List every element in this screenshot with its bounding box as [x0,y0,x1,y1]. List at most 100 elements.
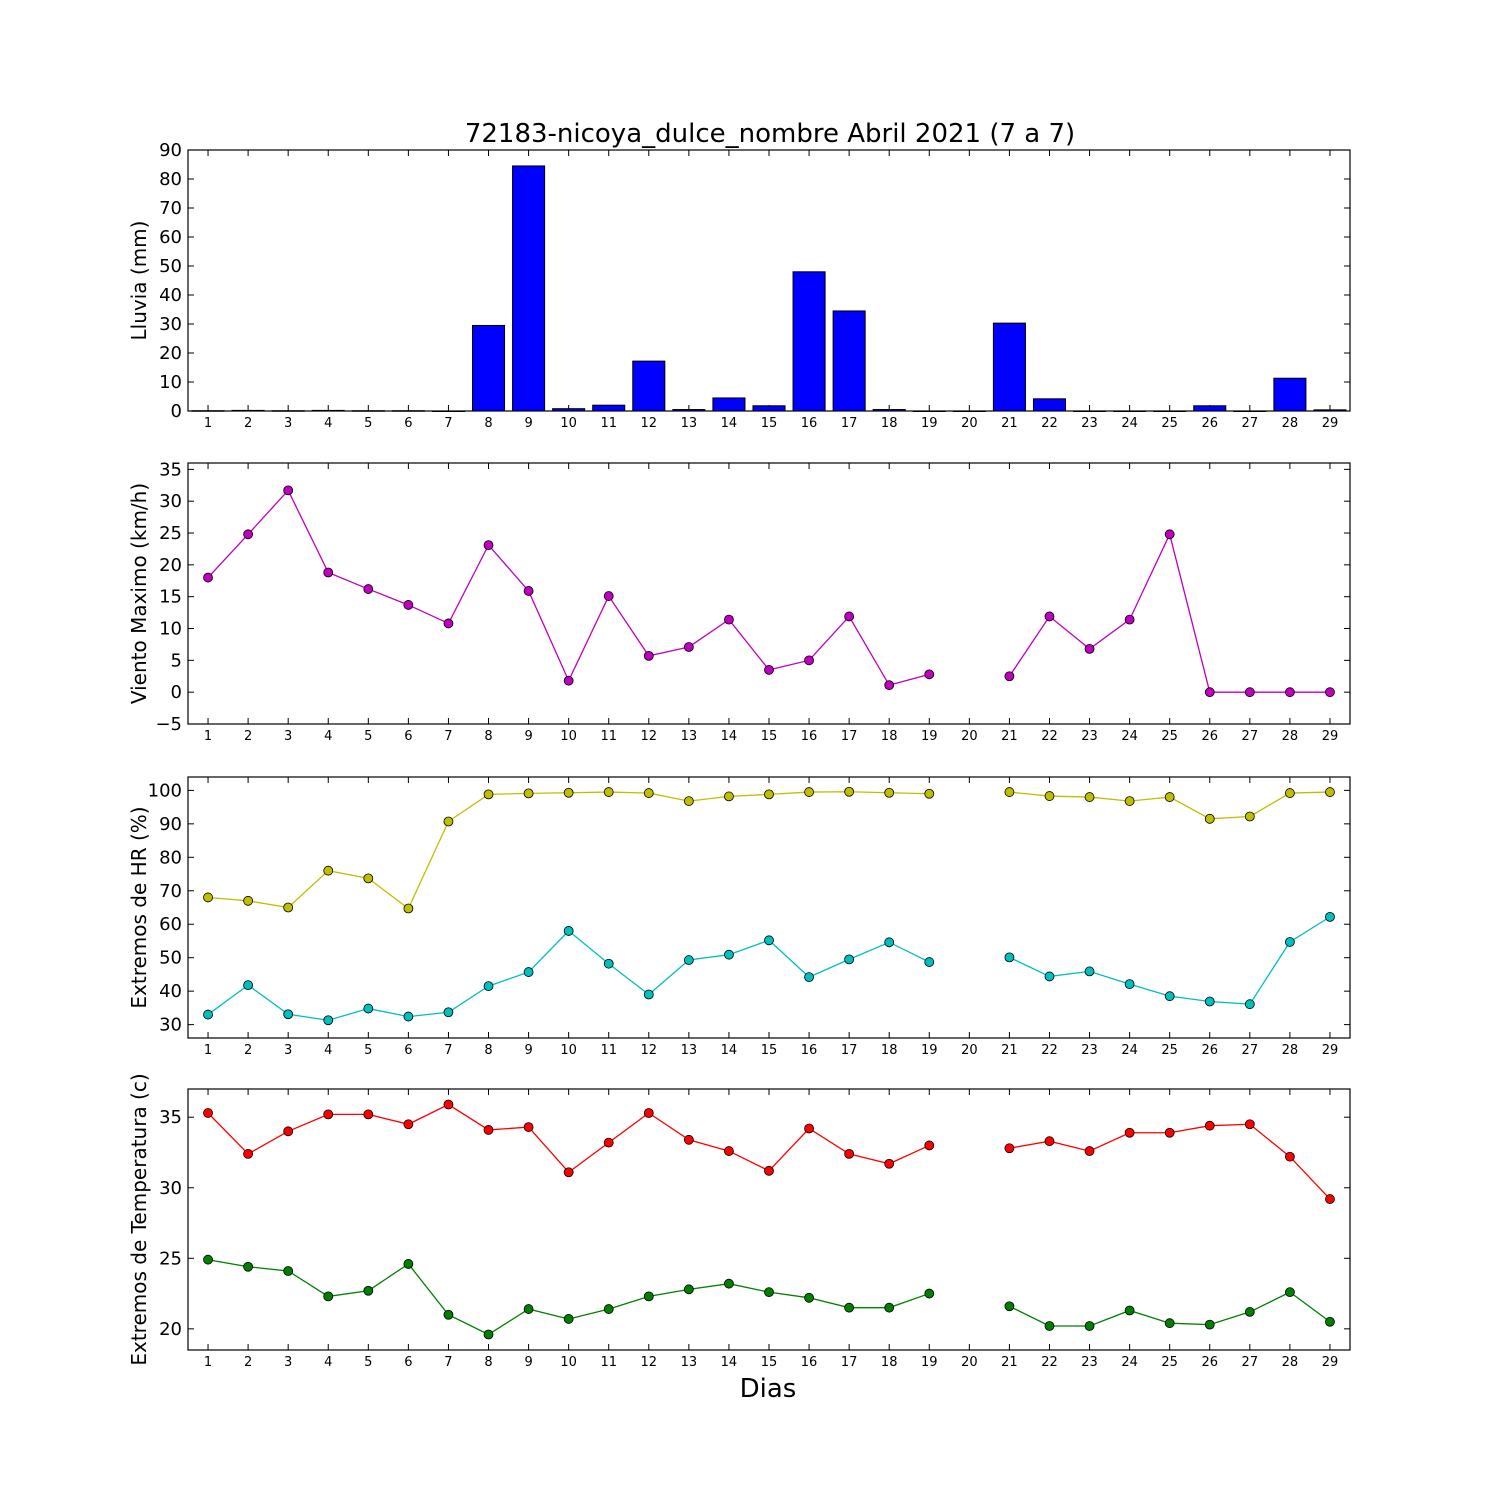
x-tick-label: 11 [600,729,617,744]
x-tick-label: 2 [244,729,252,744]
data-point [1044,791,1055,801]
x-tick-label: 24 [1121,1043,1138,1058]
data-point [603,1304,614,1314]
series-line [207,930,930,1021]
bar [672,409,706,412]
data-point [724,614,734,625]
data-point [323,1109,334,1120]
x-tick-label: 8 [484,416,492,431]
data-point [804,787,814,797]
bar [431,410,465,412]
x-tick-label: 20 [961,416,978,431]
data-point [1244,687,1255,698]
data-point [603,787,614,797]
data-point [1004,952,1015,963]
data-point [1004,787,1015,797]
x-tick-label: 9 [524,729,532,744]
data-point [1164,1127,1175,1138]
x-tick-label: 14 [721,416,738,431]
bar [1313,409,1347,412]
x-tick-label: 3 [284,416,292,431]
y-tick-label: 40 [159,981,182,1002]
data-point [1204,1120,1215,1131]
x-tick-label: 19 [921,416,938,431]
y-tick-label: 30 [159,1178,182,1199]
data-point [804,972,814,982]
data-point [243,895,254,906]
x-axis-label: Dias [740,1374,797,1404]
data-point [643,650,654,661]
data-point [844,1148,855,1159]
data-point [1284,687,1295,698]
x-tick-label: 1 [204,1043,212,1058]
data-point [924,1288,935,1299]
x-tick-label: 13 [681,729,698,744]
x-tick-label: 5 [364,729,372,744]
x-tick-label: 17 [841,729,858,744]
x-tick-label: 4 [324,1355,332,1370]
data-point [1204,996,1215,1007]
x-tick-label: 28 [1282,1043,1299,1058]
x-tick-label: 18 [881,1043,898,1058]
bar [512,165,546,412]
data-point [403,600,414,610]
y-tick-label: 100 [148,780,182,801]
data-point [884,1302,895,1313]
y-tick-label: 50 [159,948,182,969]
data-point [924,1140,935,1151]
data-point [1284,788,1295,798]
data-point [323,865,334,876]
bar [311,409,345,412]
y-tick-label: 20 [159,343,182,364]
data-point [283,902,294,913]
data-point [724,1146,734,1156]
data-point [1124,614,1135,625]
data-point [1204,1319,1215,1330]
y-tick-label: 30 [159,314,182,335]
data-point [884,787,895,798]
x-tick-label: 23 [1081,416,1098,431]
data-point [563,1167,574,1178]
data-point [483,1125,494,1135]
x-tick-label: 24 [1121,729,1138,744]
x-tick-label: 23 [1081,1043,1098,1058]
bar [632,360,666,412]
x-tick-label: 14 [721,729,738,744]
x-tick-label: 28 [1282,729,1299,744]
y-tick-label: 20 [159,1319,182,1340]
x-tick-label: 6 [404,1043,412,1058]
bar [992,322,1026,412]
data-point [443,1309,454,1320]
data-point [203,1108,213,1118]
data-point [724,1278,734,1289]
data-point [603,1137,614,1148]
data-point [203,1009,213,1020]
x-tick-label: 19 [921,1355,938,1370]
data-point [643,788,654,798]
x-tick-label: 24 [1121,416,1138,431]
x-tick-label: 25 [1161,729,1178,744]
y-tick-label: 50 [159,256,182,277]
x-tick-label: 9 [524,1043,532,1058]
x-tick-label: 17 [841,1043,858,1058]
data-point [1244,999,1255,1010]
x-tick-label: 27 [1242,1043,1259,1058]
x-tick-label: 3 [284,1043,292,1058]
data-point [443,816,454,827]
data-point [483,981,494,992]
data-point [884,1158,895,1169]
data-point [1325,687,1335,698]
x-tick-label: 1 [204,416,212,431]
bar [391,410,425,412]
x-tick-label: 26 [1201,729,1218,744]
data-point [443,1099,454,1110]
data-point [764,664,774,675]
bar [471,324,506,412]
data-point [1084,1146,1095,1156]
x-tick-label: 18 [881,416,898,431]
bar [912,410,946,412]
data-point [1244,1307,1255,1317]
